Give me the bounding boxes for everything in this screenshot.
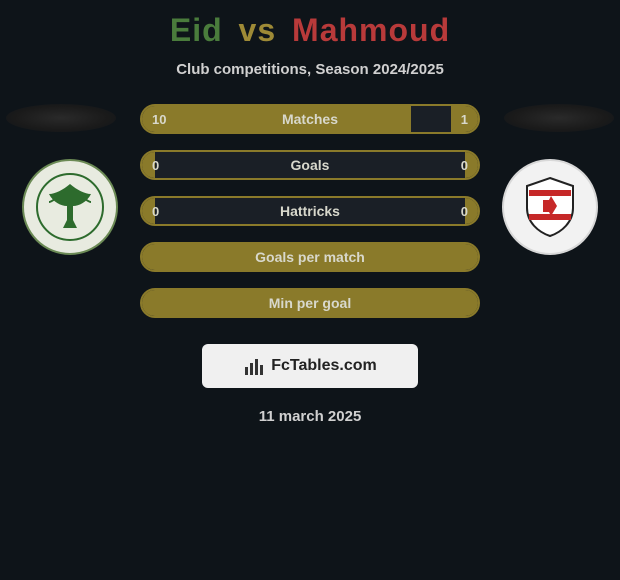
stat-row: Goals per match	[140, 242, 480, 272]
vs-separator: vs	[239, 12, 277, 48]
stat-label: Min per goal	[142, 295, 478, 311]
stat-value-left: 0	[152, 204, 159, 219]
player1-name: Eid	[170, 12, 223, 48]
shadow-left	[6, 104, 116, 132]
team-left-badge	[22, 159, 118, 255]
stat-label: Goals	[142, 157, 478, 173]
shadow-right	[504, 104, 614, 132]
branding-text: FcTables.com	[271, 357, 377, 375]
stat-label: Hattricks	[142, 203, 478, 219]
stat-value-right: 0	[461, 204, 468, 219]
stat-bars: Matches101Goals00Hattricks00Goals per ma…	[140, 104, 480, 334]
stat-row: Min per goal	[140, 288, 480, 318]
stat-value-left: 10	[152, 112, 166, 127]
stat-value-right: 0	[461, 158, 468, 173]
stat-value-right: 1	[461, 112, 468, 127]
eagle-emblem-icon	[35, 172, 105, 242]
stat-label: Matches	[142, 111, 478, 127]
team-right-badge	[502, 159, 598, 255]
date-label: 11 march 2025	[0, 408, 620, 425]
stat-row: Hattricks0 0	[140, 196, 480, 226]
stat-row: Goals0 0	[140, 150, 480, 180]
stats-arena: Matches101Goals00Hattricks00Goals per ma…	[0, 104, 620, 334]
shield-archer-icon	[515, 172, 585, 242]
stat-value-left: 0	[152, 158, 159, 173]
subtitle: Club competitions, Season 2024/2025	[0, 61, 620, 78]
chart-bars-icon	[243, 355, 265, 377]
stat-row: Matches10 1	[140, 104, 480, 134]
comparison-title: Eid vs Mahmoud	[0, 0, 620, 49]
stat-label: Goals per match	[142, 249, 478, 265]
player2-name: Mahmoud	[292, 12, 450, 48]
branding-box[interactable]: FcTables.com	[202, 344, 418, 388]
